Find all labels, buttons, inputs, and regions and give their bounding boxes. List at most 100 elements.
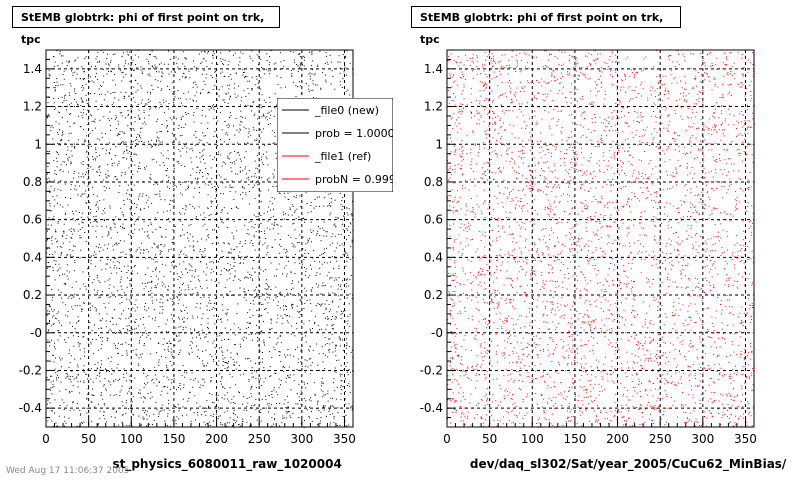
data-point	[126, 146, 128, 148]
data-point	[77, 57, 79, 59]
data-point	[330, 205, 331, 207]
data-point	[162, 162, 164, 164]
data-point	[62, 102, 64, 103]
data-point	[605, 318, 607, 320]
data-point	[83, 336, 85, 337]
data-point	[227, 212, 229, 214]
data-point	[108, 233, 110, 235]
data-point	[461, 93, 463, 95]
data-point	[148, 196, 150, 198]
data-point	[275, 286, 277, 288]
data-point	[295, 403, 297, 405]
data-point	[227, 64, 229, 66]
data-point	[551, 309, 553, 311]
data-point	[127, 152, 129, 154]
data-point	[55, 85, 57, 86]
data-point	[140, 424, 142, 426]
data-point	[194, 81, 196, 83]
data-point	[317, 401, 319, 403]
data-point	[132, 233, 134, 234]
data-point	[160, 298, 162, 300]
data-point	[283, 403, 285, 405]
data-point	[314, 260, 316, 262]
data-point	[130, 234, 132, 236]
data-point	[63, 70, 65, 72]
data-point	[247, 142, 249, 144]
data-point	[64, 283, 66, 284]
data-point	[299, 250, 301, 252]
data-point	[117, 143, 119, 145]
data-point	[610, 157, 612, 158]
data-point	[81, 227, 83, 229]
data-point	[277, 337, 279, 339]
data-point	[74, 328, 76, 330]
data-point	[86, 369, 88, 371]
data-point	[207, 52, 209, 54]
data-point	[168, 340, 170, 342]
data-point	[277, 314, 279, 316]
data-point	[638, 200, 640, 202]
data-point	[71, 306, 73, 308]
data-point	[349, 222, 351, 224]
data-point	[320, 240, 322, 242]
data-point	[144, 117, 146, 119]
data-point	[252, 314, 254, 316]
data-point	[201, 414, 203, 416]
y-tick-label: 0.6	[23, 213, 42, 227]
data-point	[528, 139, 530, 141]
data-point	[141, 282, 143, 284]
data-point	[72, 213, 74, 215]
data-point	[80, 111, 82, 113]
data-point	[94, 157, 96, 159]
data-point	[300, 350, 302, 352]
data-point	[50, 410, 52, 412]
data-point	[48, 75, 50, 77]
data-point	[248, 322, 250, 324]
data-point	[316, 272, 318, 274]
data-point	[180, 349, 182, 351]
data-point	[345, 414, 347, 416]
data-point	[264, 233, 266, 234]
data-point	[119, 134, 121, 135]
data-point	[80, 413, 82, 415]
data-point	[199, 261, 201, 263]
data-point	[250, 407, 252, 408]
data-point	[217, 399, 219, 401]
data-point	[108, 63, 109, 65]
data-point	[202, 350, 204, 352]
data-point	[458, 148, 460, 150]
data-point	[344, 420, 346, 422]
data-point	[275, 343, 277, 345]
data-point	[289, 51, 291, 52]
data-point	[135, 353, 137, 355]
data-point	[731, 259, 733, 260]
data-point	[630, 211, 632, 213]
data-point	[239, 243, 241, 244]
data-point	[253, 184, 255, 186]
data-point	[120, 389, 122, 391]
data-point	[241, 338, 243, 340]
data-point	[740, 425, 742, 427]
data-point	[147, 199, 149, 201]
data-point	[169, 361, 171, 362]
data-point	[161, 88, 163, 90]
data-point	[177, 58, 179, 60]
data-point	[175, 407, 177, 408]
data-point	[590, 220, 592, 222]
data-point	[325, 52, 327, 54]
data-point	[344, 391, 346, 392]
data-point	[230, 162, 232, 163]
data-point	[208, 91, 209, 93]
data-point	[156, 275, 157, 277]
data-point	[671, 82, 673, 84]
data-point	[97, 109, 99, 111]
data-point	[81, 100, 83, 102]
data-point	[207, 128, 209, 129]
data-point	[71, 228, 73, 230]
data-point	[208, 405, 209, 407]
data-point	[212, 342, 214, 344]
data-point	[488, 323, 490, 324]
data-point	[140, 69, 142, 71]
data-point	[618, 151, 620, 153]
data-point	[60, 164, 62, 166]
